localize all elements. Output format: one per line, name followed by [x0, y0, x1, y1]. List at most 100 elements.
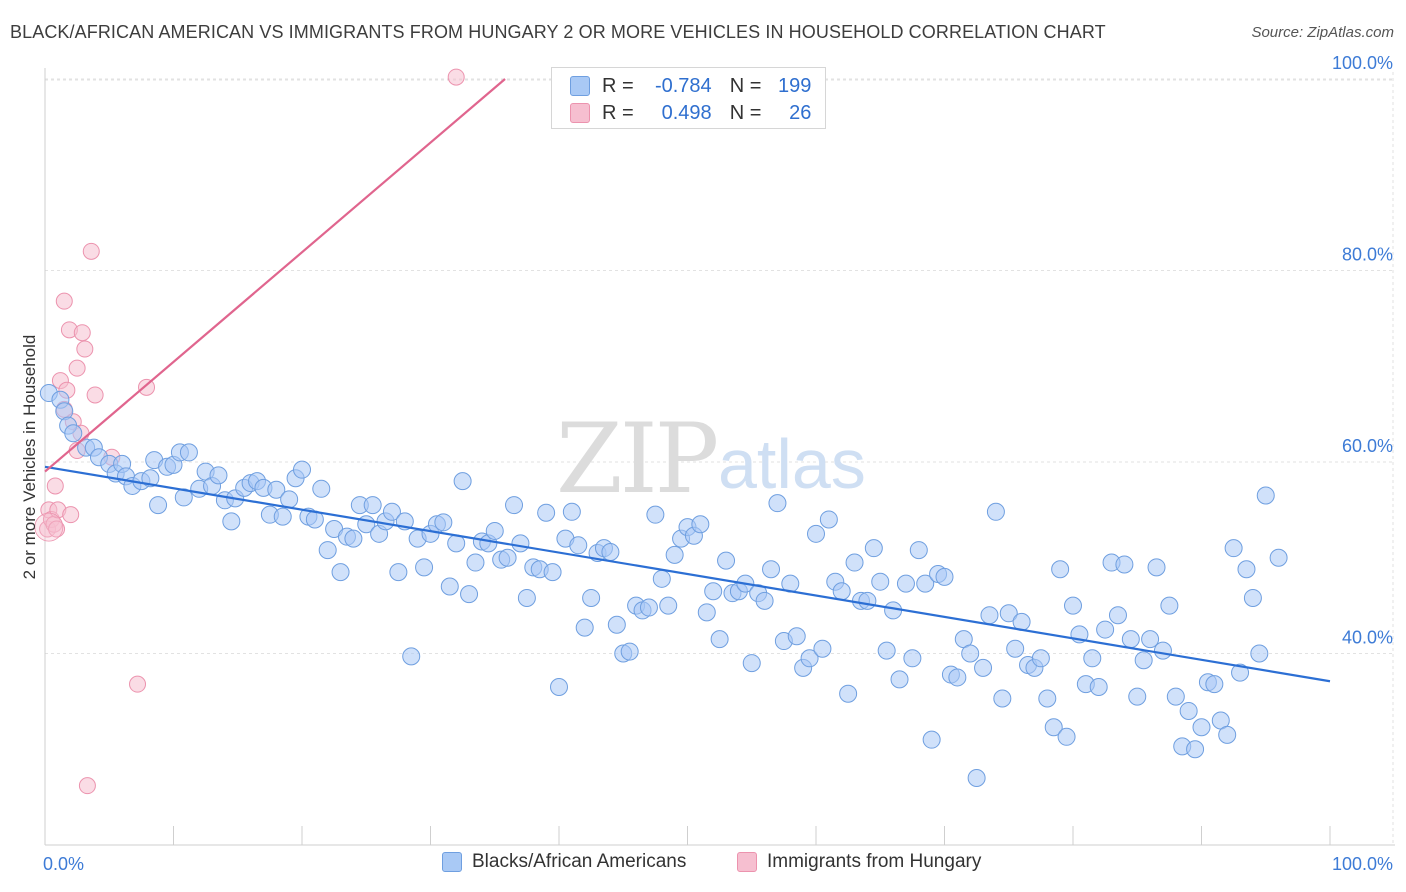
data-point-black [620, 642, 639, 661]
swatch-hungary [570, 103, 590, 123]
data-point-black [179, 443, 198, 462]
trend-line-hungary [44, 78, 506, 473]
stats-row-hungary: R = 0.498 N = 26 [570, 100, 811, 126]
data-point-black [1231, 663, 1250, 682]
data-point-black [1205, 675, 1224, 694]
y-tick-label: 100.0% [1332, 53, 1393, 73]
data-point-black [582, 588, 601, 607]
data-point-black [344, 529, 363, 548]
data-point-black [149, 496, 168, 515]
data-point-black [64, 424, 83, 443]
data-point-black [877, 641, 896, 660]
data-point-black [1044, 718, 1063, 737]
r-value-black: -0.784 [654, 74, 712, 97]
data-point-black [909, 541, 928, 560]
data-point-black [505, 496, 524, 515]
r-label: R = [602, 101, 634, 124]
data-point-black [569, 536, 588, 555]
data-point-black [646, 505, 665, 524]
data-point-black [1083, 649, 1102, 668]
data-point-black [659, 596, 678, 615]
data-point-black [845, 553, 864, 572]
data-point-hungary [78, 777, 96, 795]
data-point-black [1237, 560, 1256, 579]
data-point-black [485, 521, 504, 540]
tick-labels: 40.0% 60.0% 80.0% 100.0% 0.0% 100.0% [43, 53, 1393, 874]
data-point-black [1089, 678, 1108, 697]
data-point-black [839, 684, 858, 703]
data-point-hungary [48, 520, 66, 538]
data-point-black [948, 668, 967, 687]
stats-legend: R = -0.784 N = 199 R = 0.498 N = 26 [551, 67, 826, 129]
data-point-black [1166, 687, 1185, 706]
data-point-black [871, 572, 890, 591]
data-point-black [922, 730, 941, 749]
series-hungary-points [34, 68, 465, 795]
chart-title: BLACK/AFRICAN AMERICAN VS IMMIGRANTS FRO… [10, 22, 1106, 42]
data-point-black [903, 649, 922, 668]
legend-label-hungary: Immigrants from Hungary [767, 851, 982, 872]
data-point-black [267, 480, 286, 499]
data-point-black [1057, 727, 1076, 746]
data-point-black [832, 582, 851, 601]
data-point-hungary [129, 675, 147, 693]
data-point-black [1031, 649, 1050, 668]
legend-swatch-black [442, 852, 462, 872]
data-point-black [331, 563, 350, 582]
data-point-black [363, 496, 382, 515]
data-point-black [704, 582, 723, 601]
swatch-black [570, 76, 590, 96]
data-point-black [717, 551, 736, 570]
data-point-black [1147, 558, 1166, 577]
data-point-black [273, 507, 292, 526]
legend-swatch-hungary [737, 852, 757, 872]
data-point-hungary [86, 386, 104, 404]
data-point-black [601, 543, 620, 562]
data-point-black [1141, 630, 1160, 649]
data-point-hungary [34, 512, 64, 542]
legend-item-black[interactable]: Blacks/African Americans [442, 851, 686, 873]
n-label: N = [729, 101, 762, 124]
data-point-black [1051, 560, 1070, 579]
data-point-black [1153, 641, 1172, 660]
data-point-black [498, 548, 517, 567]
data-point-black [460, 585, 479, 604]
y-tick-label: 80.0% [1342, 245, 1393, 265]
n-value-hungary: 26 [789, 101, 812, 124]
data-point-black [639, 598, 658, 617]
data-point-black [1115, 555, 1134, 574]
data-point-black [858, 591, 877, 610]
data-point-black [1108, 606, 1127, 625]
data-point-black [691, 515, 710, 534]
legend-item-hungary[interactable]: Immigrants from Hungary [737, 851, 981, 873]
data-point-black [999, 604, 1018, 623]
data-point-black [1250, 644, 1269, 663]
data-point-black [1186, 740, 1205, 759]
trend-line-black [44, 465, 1331, 683]
data-point-black [575, 618, 594, 637]
data-point-black [543, 563, 562, 582]
data-point-black [1179, 701, 1198, 720]
data-point-black [961, 644, 980, 663]
data-point-black [890, 670, 909, 689]
data-point-hungary [82, 242, 100, 260]
x-tick-label: 100.0% [1332, 854, 1393, 874]
data-point-black [1192, 718, 1211, 737]
data-point-black [974, 658, 993, 677]
data-point-black [222, 512, 241, 531]
data-point-black [318, 541, 337, 560]
data-point-black [382, 502, 401, 521]
data-point-black [980, 606, 999, 625]
data-point-black [1006, 639, 1025, 658]
data-point-black [1064, 596, 1082, 615]
data-point-black [993, 689, 1012, 708]
data-point-black [550, 678, 568, 697]
data-point-hungary [76, 340, 94, 358]
data-point-hungary [447, 68, 465, 86]
bottom-legend: Blacks/African Americans Immigrants from… [0, 851, 1406, 879]
data-point-black [697, 603, 716, 622]
data-point-black [1160, 596, 1179, 615]
data-point-black [415, 558, 434, 577]
data-point-black [453, 472, 472, 491]
data-point-black [293, 460, 311, 479]
